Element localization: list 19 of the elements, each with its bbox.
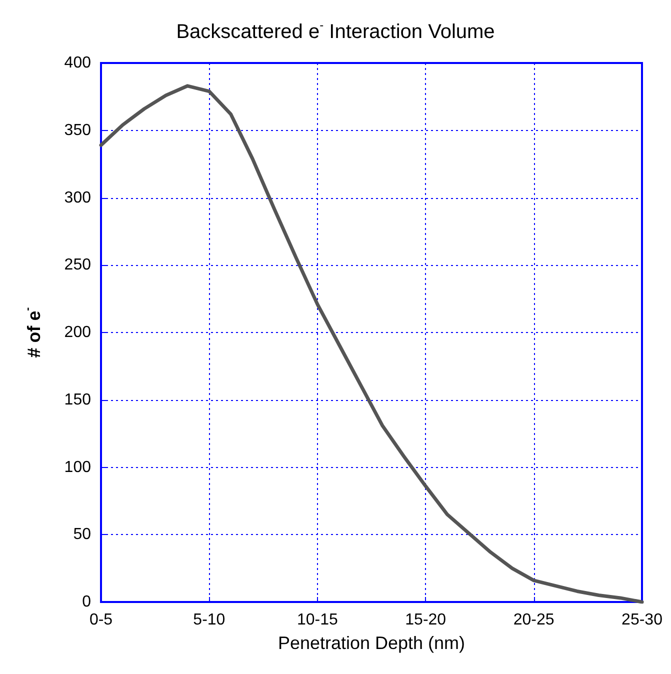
y-tick-label: 300 <box>64 189 92 206</box>
x-tick-label: 10-15 <box>296 612 338 628</box>
y-tick-label: 50 <box>73 526 92 544</box>
y-tick-label: 0 <box>82 594 92 610</box>
chart-title: Backscattered e- Interaction Volume <box>176 18 495 43</box>
x-tick-label: 0-5 <box>89 612 113 628</box>
x-axis-title: Penetration Depth (nm) <box>278 633 466 653</box>
line-series <box>99 84 644 604</box>
x-tick-label: 25-30 <box>622 612 663 628</box>
y-tick-label: 100 <box>64 458 92 476</box>
y-tick-label: 350 <box>64 122 92 139</box>
x-tick-label: 15-20 <box>405 612 446 628</box>
y-tick-label: 150 <box>64 391 92 408</box>
y-axis-title: # of e- <box>22 306 44 358</box>
x-tick-label: 20-25 <box>513 612 554 628</box>
y-tick-label: 400 <box>64 54 92 72</box>
x-tick-label: 5-10 <box>193 612 226 628</box>
y-tick-label: 250 <box>64 256 92 274</box>
y-tick-label: 200 <box>64 324 92 341</box>
